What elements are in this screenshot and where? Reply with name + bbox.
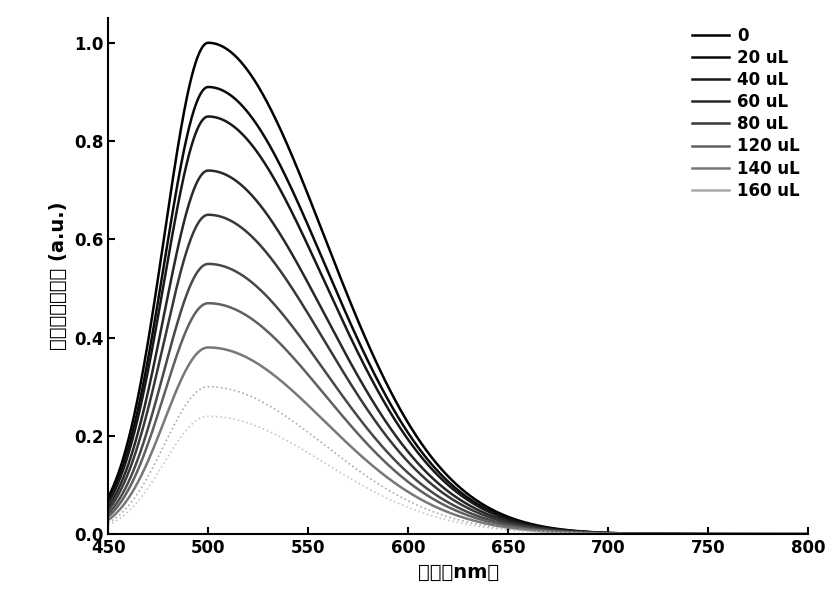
Legend: 0, 20 uL, 40 uL, 60 uL, 80 uL, 120 uL, 140 uL, 160 uL: 0, 20 uL, 40 uL, 60 uL, 80 uL, 120 uL, 1… <box>692 27 800 200</box>
Y-axis label: 归一化荧光强度 (a.u.): 归一化荧光强度 (a.u.) <box>49 202 68 350</box>
X-axis label: 波长（nm）: 波长（nm） <box>417 563 499 582</box>
